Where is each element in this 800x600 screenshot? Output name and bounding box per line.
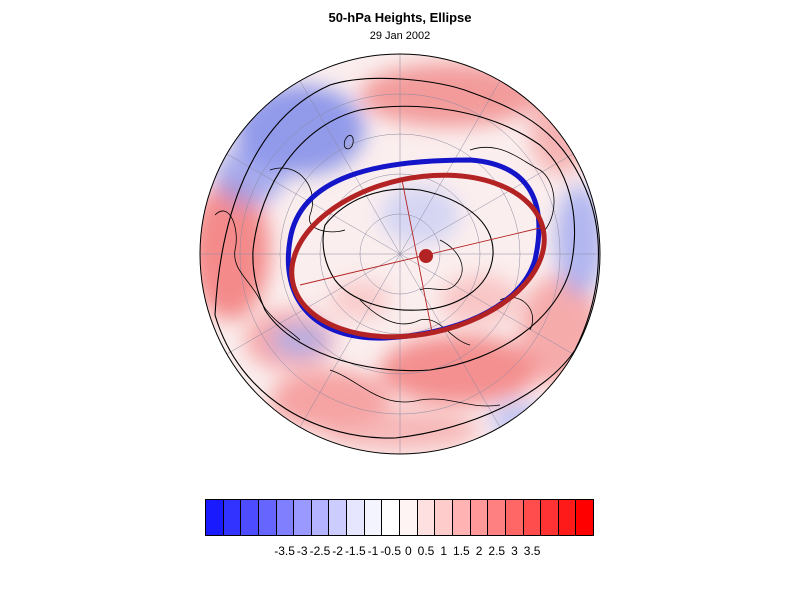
colorbar-cell [329, 500, 348, 535]
colorbar-cell [452, 500, 471, 535]
colorbar-cell [241, 500, 259, 535]
colorbar-label: 2 [475, 544, 483, 558]
colorbar-label: 1.5 [453, 544, 470, 558]
colorbar-cell [400, 500, 418, 535]
colorbar-label: 3.5 [523, 544, 541, 558]
colorbar-cell [541, 500, 559, 535]
colorbar-label: -2 [332, 544, 343, 558]
colorbar-cell [223, 500, 242, 535]
colorbar-cell [311, 500, 330, 535]
globe-outline [199, 53, 601, 455]
red-ellipse [289, 172, 547, 340]
colorbar-labels: -3.5 -3 -2.5 -2 -1.5 -1 -0.5 0 0.5 1 1.5 2 2.5 3 3.5 [205, 544, 594, 560]
height-contours [214, 77, 599, 439]
colorbar [205, 499, 594, 536]
colorbar-cell [206, 500, 224, 535]
colorbar-label: -0.5 [380, 544, 401, 558]
colorbar-label: 0.5 [417, 544, 435, 558]
colorbar-cell [576, 500, 594, 535]
map-title: 50-hPa Heights, Ellipse [328, 10, 472, 25]
coastlines [214, 134, 555, 407]
colorbar-label: -3.5 [274, 544, 295, 558]
colorbar-cell [488, 500, 506, 535]
colorbar-label: 3 [511, 544, 518, 558]
colorbar-cell [417, 500, 436, 535]
blue-ellipse [285, 157, 542, 341]
colorbar-cell [382, 500, 401, 535]
colorbar-label: 1 [440, 544, 448, 558]
colorbar-label: -1.5 [344, 544, 366, 558]
colorbar-label: -1 [367, 544, 379, 558]
colorbar-cell [435, 500, 453, 535]
map-date: 29 Jan 2002 [369, 30, 431, 42]
colorbar-cell [523, 500, 542, 535]
colorbar-cell [505, 500, 524, 535]
colorbar-label: 0 [404, 544, 412, 558]
anomaly-field [200, 54, 600, 454]
ellipse-center-marker [419, 249, 433, 263]
colorbar-cell [276, 500, 295, 535]
colorbar-cell [258, 500, 277, 535]
colorbar-cell [470, 500, 489, 535]
colorbar-label: 2.5 [488, 544, 506, 558]
colorbar-cell [347, 500, 365, 535]
colorbar-cell [364, 500, 383, 535]
colorbar-cell [294, 500, 312, 535]
colorbar-cell [558, 500, 577, 535]
colorbar-label: -2.5 [309, 544, 331, 558]
graticule [200, 54, 600, 454]
colorbar-label: -3 [296, 544, 308, 558]
